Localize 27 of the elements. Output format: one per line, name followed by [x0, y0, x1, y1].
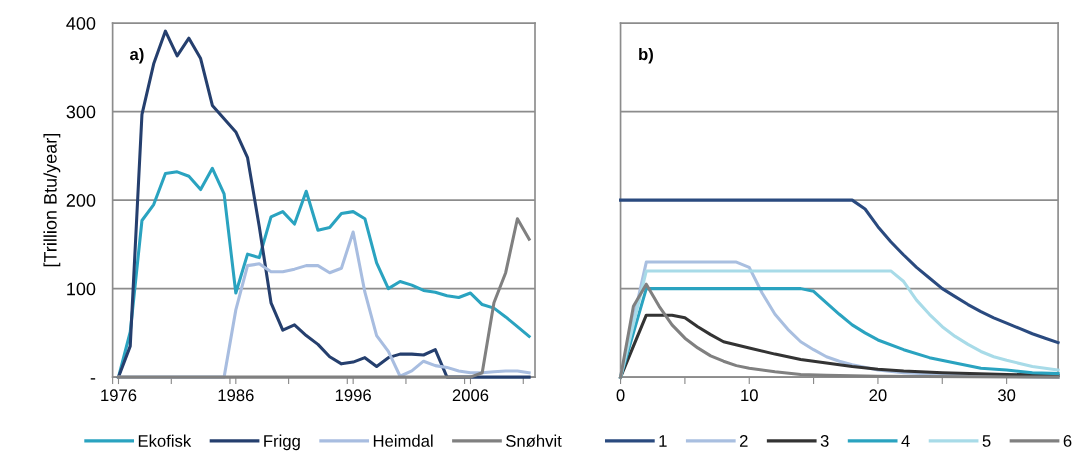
- x-tick-label: 10: [741, 389, 758, 402]
- legend-label: 1: [659, 435, 667, 447]
- x-tick-label: 0: [616, 389, 625, 402]
- y-tick-label: 400: [66, 17, 96, 30]
- y-tick-label: 100: [67, 282, 96, 296]
- legend-label: 4: [901, 435, 910, 447]
- y-axis-title: [Trillion Btu/year]: [43, 134, 61, 267]
- legend-label: 2: [739, 435, 748, 447]
- y-tick-label: -: [90, 378, 96, 380]
- x-tick-label: 2006: [452, 389, 489, 402]
- x-tick-label: 1976: [101, 389, 137, 402]
- x-tick-label: 1996: [335, 389, 371, 402]
- line-series: [116, 29, 531, 379]
- legend-label: Ekofisk: [138, 434, 192, 447]
- legend-label: Heimdal: [373, 434, 433, 447]
- y-tick-label: 300: [66, 105, 96, 119]
- y-tick-label: 200: [66, 194, 96, 207]
- x-tick-label: 1986: [218, 389, 254, 402]
- legend-label: 5: [982, 435, 991, 447]
- x-tick-label: 20: [869, 389, 887, 402]
- legend-label: Frigg: [264, 434, 300, 451]
- x-tick-label: 30: [997, 389, 1016, 402]
- legend-label: 3: [820, 435, 829, 447]
- annotation: a): [130, 47, 144, 64]
- legend-label: Snøhvit: [506, 434, 562, 447]
- annotation: b): [639, 47, 653, 64]
- legend-label: 6: [1063, 435, 1072, 447]
